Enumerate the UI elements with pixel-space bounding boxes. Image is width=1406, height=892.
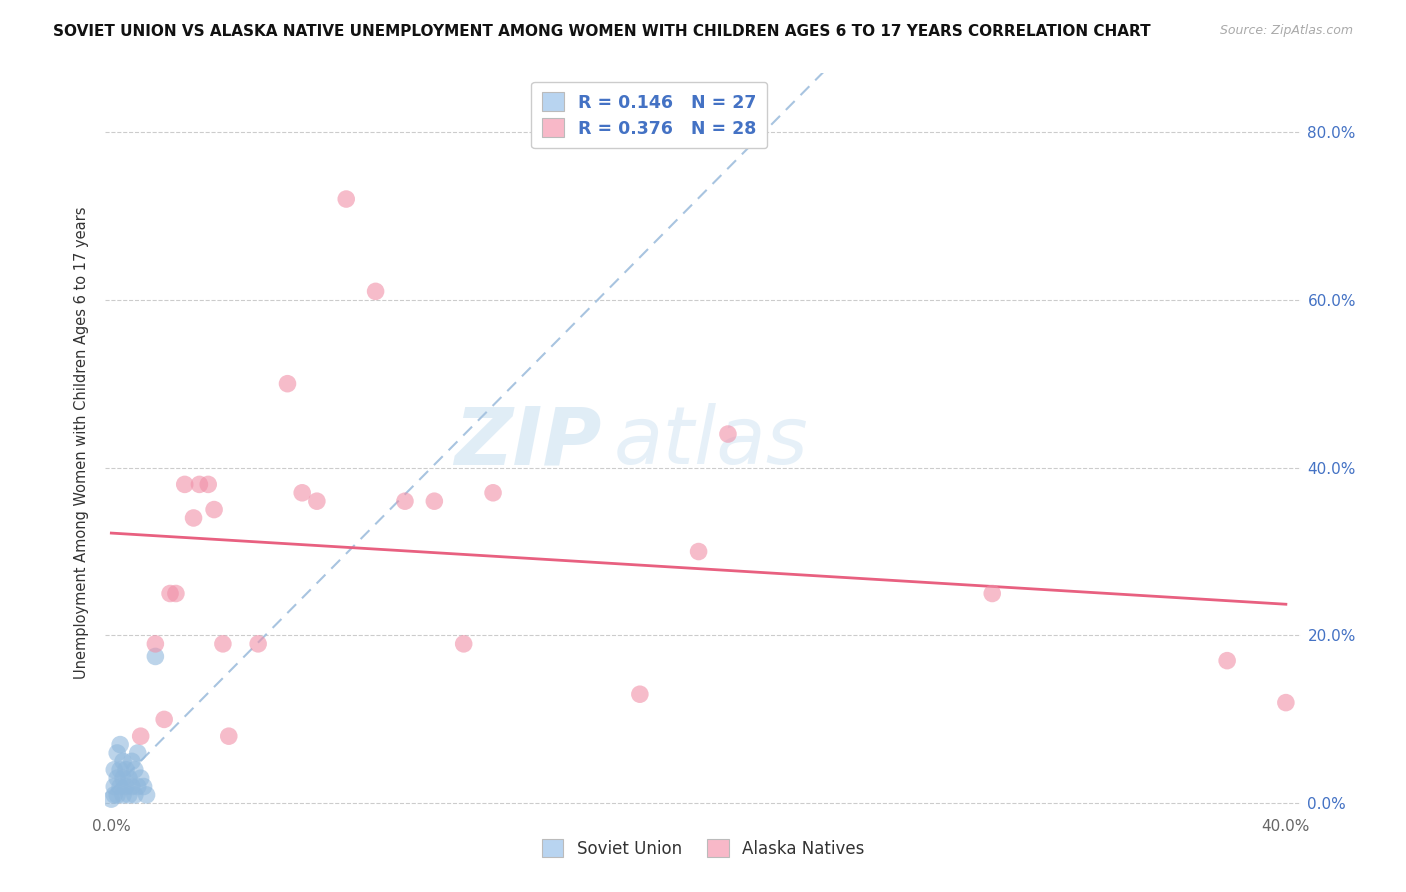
Point <box>305 494 328 508</box>
Point <box>118 771 141 785</box>
Point <box>453 637 475 651</box>
Point <box>202 502 225 516</box>
Text: Source: ZipAtlas.com: Source: ZipAtlas.com <box>1219 24 1353 37</box>
Point <box>105 771 128 785</box>
Point <box>100 792 122 806</box>
Point <box>115 780 138 794</box>
Point <box>129 729 152 743</box>
Point <box>135 788 157 802</box>
Point <box>108 780 131 794</box>
Point <box>981 586 1004 600</box>
Point <box>108 738 131 752</box>
Legend: Soviet Union, Alaska Natives: Soviet Union, Alaska Natives <box>533 830 873 866</box>
Point <box>103 780 125 794</box>
Point <box>165 586 187 600</box>
Point <box>212 637 235 651</box>
Point <box>335 192 357 206</box>
Point <box>188 477 211 491</box>
Point <box>127 780 149 794</box>
Point <box>145 637 167 651</box>
Point <box>628 687 651 701</box>
Point <box>121 780 143 794</box>
Point <box>482 485 505 500</box>
Point <box>132 780 155 794</box>
Point <box>364 285 387 299</box>
Point <box>112 788 135 802</box>
Point <box>105 788 128 802</box>
Point <box>112 771 135 785</box>
Point <box>247 637 270 651</box>
Point <box>124 763 146 777</box>
Text: SOVIET UNION VS ALASKA NATIVE UNEMPLOYMENT AMONG WOMEN WITH CHILDREN AGES 6 TO 1: SOVIET UNION VS ALASKA NATIVE UNEMPLOYME… <box>53 24 1152 39</box>
Point <box>129 771 152 785</box>
Point <box>124 788 146 802</box>
Point <box>112 755 135 769</box>
Point <box>115 763 138 777</box>
Point <box>1216 654 1239 668</box>
Point <box>173 477 195 491</box>
Text: atlas: atlas <box>613 403 808 482</box>
Point <box>717 427 740 442</box>
Point <box>291 485 314 500</box>
Text: ZIP: ZIP <box>454 403 602 482</box>
Point <box>145 649 167 664</box>
Point <box>423 494 446 508</box>
Point <box>1275 696 1298 710</box>
Point <box>108 763 131 777</box>
Point <box>276 376 298 391</box>
Point <box>103 763 125 777</box>
Point <box>118 788 141 802</box>
Point <box>127 746 149 760</box>
Point <box>394 494 416 508</box>
Y-axis label: Unemployment Among Women with Children Ages 6 to 17 years: Unemployment Among Women with Children A… <box>75 206 90 679</box>
Point <box>183 511 205 525</box>
Point <box>218 729 240 743</box>
Point <box>197 477 219 491</box>
Point <box>159 586 181 600</box>
Point <box>121 755 143 769</box>
Point <box>105 746 128 760</box>
Point <box>153 712 176 726</box>
Point <box>688 544 710 558</box>
Point <box>103 788 125 802</box>
